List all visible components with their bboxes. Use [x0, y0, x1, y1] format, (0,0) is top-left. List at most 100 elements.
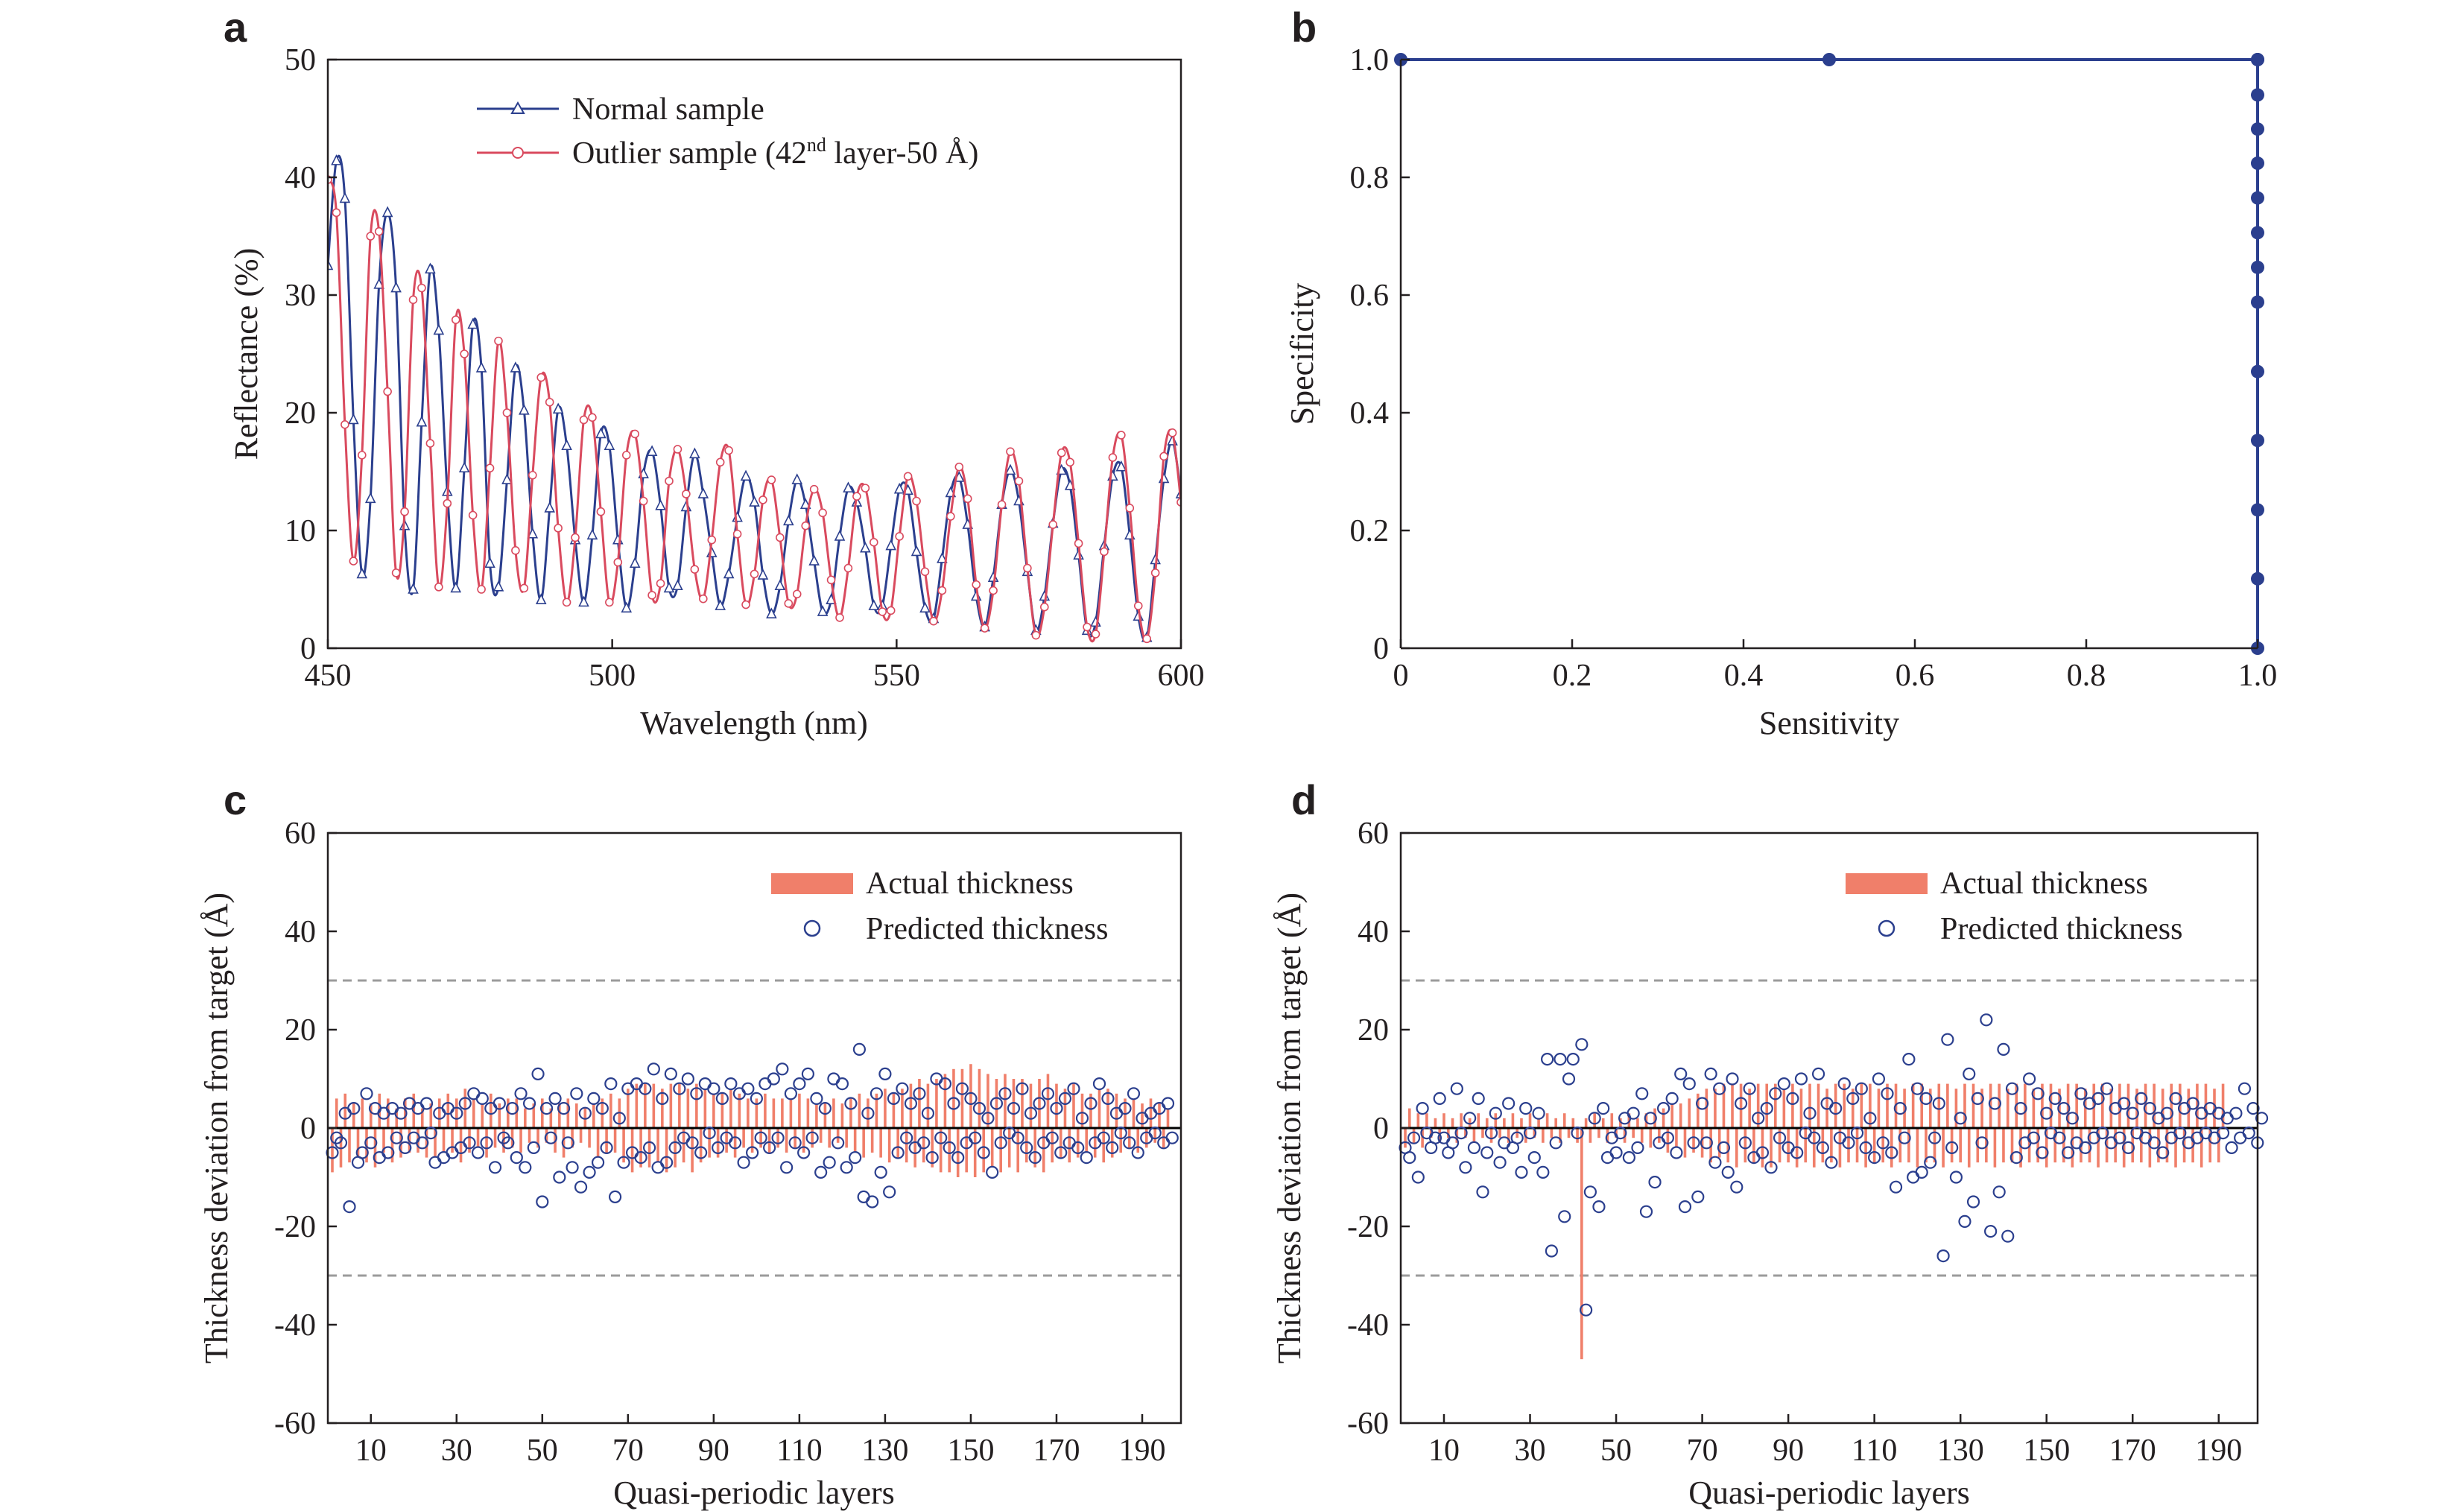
- actual-thickness-bar: [1778, 1128, 1782, 1163]
- actual-thickness-bar: [434, 1128, 437, 1158]
- predicted-thickness-point: [746, 1146, 759, 1159]
- predicted-thickness-point: [595, 1101, 609, 1115]
- actual-thickness-bar: [1666, 1128, 1670, 1153]
- data-point-normal: [715, 599, 726, 610]
- legend-label-actual-d: Actual thickness: [1940, 867, 2148, 901]
- data-point-normal: [834, 530, 846, 541]
- actual-thickness-bar: [845, 1128, 848, 1148]
- predicted-thickness-point: [1734, 1097, 1748, 1110]
- x-tick-label: 190: [1118, 1434, 1165, 1468]
- actual-thickness-bar: [1528, 1113, 1532, 1128]
- predicted-thickness-point: [428, 1156, 442, 1169]
- actual-thickness-bar: [2170, 1083, 2173, 1128]
- x-axis-label-d: Quasi-periodic layers: [1688, 1474, 1970, 1511]
- predicted-thickness-point: [2062, 1146, 2075, 1159]
- legend-swatch-actual-c: [771, 873, 853, 894]
- actual-thickness-bar: [742, 1128, 745, 1148]
- actual-thickness-bar: [2083, 1089, 2087, 1128]
- actual-thickness-bar: [1653, 1108, 1656, 1128]
- predicted-thickness-point: [463, 1136, 476, 1150]
- data-point-normal: [766, 607, 777, 618]
- predicted-thickness-point: [1898, 1131, 1911, 1144]
- predicted-thickness-point: [1536, 1165, 1550, 1179]
- predicted-thickness-point: [1045, 1131, 1059, 1144]
- predicted-thickness-point: [360, 1087, 373, 1100]
- roc-point: [1822, 53, 1836, 66]
- predicted-thickness-point: [1726, 1072, 1739, 1086]
- data-point-outlier: [1142, 634, 1151, 644]
- actual-thickness-bar: [901, 1089, 904, 1128]
- actual-thickness-bar: [1632, 1128, 1635, 1138]
- predicted-thickness-point: [1975, 1136, 1989, 1150]
- actual-thickness-bar: [913, 1128, 916, 1168]
- legend-outlier-superscript: nd: [807, 134, 826, 156]
- y-tick-label: 0.8: [1350, 161, 1390, 195]
- x-tick-label: 30: [1515, 1434, 1546, 1468]
- predicted-thickness-point: [904, 1097, 918, 1110]
- predicted-thickness-point: [763, 1141, 776, 1155]
- roc-point: [2251, 260, 2264, 274]
- actual-thickness-bar: [571, 1128, 574, 1148]
- predicted-thickness-point: [1876, 1136, 1890, 1150]
- predicted-thickness-point: [771, 1131, 785, 1144]
- predicted-thickness-point: [1648, 1175, 1662, 1189]
- predicted-thickness-point: [698, 1077, 712, 1091]
- data-point-outlier: [554, 524, 563, 533]
- predicted-thickness-point: [578, 1106, 592, 1120]
- predicted-thickness-point: [1580, 1303, 1593, 1317]
- x-tick-label: 0.2: [1553, 659, 1592, 693]
- data-point-outlier: [1100, 547, 1109, 557]
- predicted-thickness-point: [1889, 1180, 1903, 1194]
- predicted-thickness-point: [2169, 1092, 2182, 1106]
- actual-thickness-bar: [635, 1083, 639, 1128]
- actual-thickness-bar: [2135, 1089, 2138, 1128]
- predicted-thickness-point: [1127, 1087, 1141, 1100]
- data-point-outlier: [579, 415, 589, 425]
- actual-thickness-bar: [1460, 1113, 1463, 1128]
- roc-point: [2251, 364, 2264, 378]
- predicted-thickness-point: [1984, 1224, 1998, 1238]
- predicted-thickness-point: [921, 1106, 935, 1120]
- predicted-thickness-point: [1588, 1112, 1601, 1125]
- actual-thickness-bar: [639, 1128, 642, 1168]
- data-point-normal: [328, 259, 334, 270]
- actual-thickness-bar: [2002, 1128, 2005, 1163]
- predicted-thickness-point: [994, 1136, 1007, 1150]
- actual-thickness-bar: [343, 1093, 347, 1128]
- predicted-thickness-point: [1627, 1106, 1640, 1120]
- actual-thickness-bar: [1950, 1128, 1954, 1163]
- actual-thickness-bar: [678, 1083, 681, 1128]
- actual-thickness-bar: [1946, 1083, 1949, 1128]
- plot-area-c: [326, 979, 1181, 1277]
- actual-thickness-bar: [1739, 1083, 1743, 1128]
- data-point-normal: [331, 154, 342, 165]
- predicted-thickness-point: [1837, 1077, 1851, 1091]
- roc-point: [2251, 571, 2264, 586]
- actual-thickness-bar: [1748, 1089, 1751, 1128]
- roc-point: [2251, 503, 2264, 517]
- predicted-thickness-point: [1850, 1126, 1864, 1140]
- predicted-thickness-point: [1691, 1190, 1705, 1204]
- predicted-thickness-point: [1790, 1146, 1804, 1159]
- actual-thickness-bar: [1717, 1128, 1721, 1158]
- predicted-thickness-point: [1635, 1087, 1649, 1100]
- actual-thickness-bar: [806, 1098, 810, 1128]
- predicted-thickness-point: [471, 1146, 485, 1159]
- actual-thickness-bar: [840, 1103, 844, 1128]
- data-point-normal: [808, 554, 820, 566]
- actual-thickness-bar: [922, 1128, 925, 1163]
- predicted-thickness-point: [1148, 1126, 1162, 1140]
- data-point-outlier: [588, 413, 597, 422]
- actual-thickness-bar: [386, 1098, 390, 1128]
- roc-point: [2251, 226, 2264, 240]
- predicted-thickness-point: [788, 1136, 802, 1150]
- predicted-thickness-point: [419, 1097, 434, 1110]
- predicted-thickness-point: [1092, 1077, 1106, 1091]
- data-point-normal: [425, 262, 436, 274]
- predicted-thickness-point: [505, 1101, 519, 1115]
- predicted-thickness-point: [964, 1092, 978, 1106]
- actual-thickness-bar: [562, 1128, 566, 1158]
- predicted-thickness-point: [617, 1156, 630, 1169]
- predicted-thickness-point: [2057, 1101, 2071, 1115]
- actual-thickness-bar: [2041, 1083, 2044, 1128]
